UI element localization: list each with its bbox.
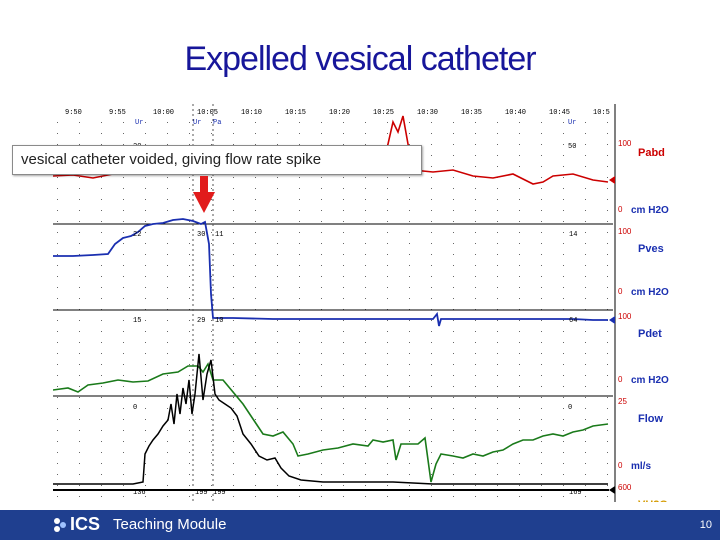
time-label: 10:00 xyxy=(153,109,174,117)
channel-value: 0 xyxy=(133,404,137,412)
channel-value: 11 xyxy=(215,231,223,239)
event-marker: Ur xyxy=(568,119,576,127)
channel-name: Pdet xyxy=(638,328,662,340)
channel-value: 169 xyxy=(569,489,582,497)
time-axis-labels: 9:50 9:55 10:00 10:05 10:10 10:15 10:20 10:25 10… xyxy=(65,109,610,127)
scale-top-label: 25 xyxy=(618,397,627,406)
time-label: 10:25 xyxy=(373,109,394,117)
channel-value: 0 xyxy=(568,404,572,412)
time-label: 9:50 xyxy=(65,109,82,117)
channel-value: 199 xyxy=(195,489,208,497)
footer-logo-text: ICS xyxy=(70,514,101,534)
ics-logo-icon xyxy=(54,518,66,532)
channel-unit: cm H2O xyxy=(631,205,669,216)
channel-name: Pabd xyxy=(638,147,665,159)
time-label: 10:30 xyxy=(417,109,438,117)
pves-trace xyxy=(53,218,608,327)
annotation-callout: vesical catheter voided, giving flow rat… xyxy=(12,145,422,175)
scale-bottom-label: 0 xyxy=(618,461,623,470)
time-label: 10:45 xyxy=(549,109,570,117)
channel-value: 50 xyxy=(568,143,576,151)
channel-value: 22 xyxy=(133,231,141,239)
scale-top-label: 100 xyxy=(618,139,632,148)
channel-name: VH2O xyxy=(638,499,668,502)
channel-value: 64 xyxy=(569,317,577,325)
time-label: 10:10 xyxy=(241,109,262,117)
pdet-trace xyxy=(53,362,609,483)
time-label: 10:05 xyxy=(197,109,218,117)
time-label: 9:55 xyxy=(109,109,126,117)
time-label: 10:15 xyxy=(285,109,306,117)
channel-value: 30 xyxy=(197,231,205,239)
channel-name: Pves xyxy=(638,243,664,255)
time-label: 10:40 xyxy=(505,109,526,117)
channel-value: 10 xyxy=(215,317,223,325)
time-label: 10:35 xyxy=(461,109,482,117)
page-number: 10 xyxy=(699,519,712,531)
event-marker: Ur xyxy=(193,119,201,127)
channel-unit: cm H2O xyxy=(631,287,669,298)
channel-unit: ml/s xyxy=(631,461,651,472)
channel-value: 29 xyxy=(197,317,205,325)
event-marker: Pa xyxy=(213,119,221,127)
channel-name: Flow xyxy=(638,413,663,425)
footer-bar: ICS Teaching Module 10 xyxy=(0,510,720,540)
flow-trace xyxy=(53,353,608,485)
scale-bottom-label: 0 xyxy=(618,205,623,214)
down-arrow-icon xyxy=(193,176,215,214)
footer-module-label: Teaching Module xyxy=(113,516,227,533)
slide-title: Expelled vesical catheter xyxy=(184,40,536,78)
scale-bottom-label: 0 xyxy=(618,375,623,384)
scale-top-label: 100 xyxy=(618,312,632,321)
channel-unit: cm H2O xyxy=(631,375,669,386)
channel-value: 15 xyxy=(133,317,141,325)
scale-top-label: 100 xyxy=(618,227,632,236)
time-label: 10:20 xyxy=(329,109,350,117)
scale-top-label: 600 xyxy=(618,483,632,492)
scale-bottom-label: 0 xyxy=(618,287,623,296)
channel-value: 136 xyxy=(133,489,146,497)
event-marker: Ur xyxy=(135,119,143,127)
time-label: 10:5 xyxy=(593,109,610,117)
channel-value: 14 xyxy=(569,231,577,239)
channel-value: 199 xyxy=(213,489,226,497)
